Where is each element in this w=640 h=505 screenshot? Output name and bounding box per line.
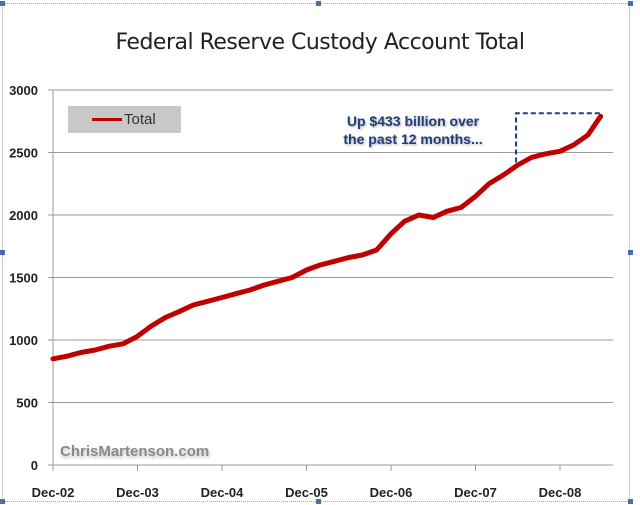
resize-handle-top-left[interactable]: [0, 1, 5, 6]
annotation-text: Up $433 billion over the past 12 months.…: [318, 112, 508, 148]
resize-handle-bottom-middle[interactable]: [316, 499, 321, 504]
y-tick-label: 0: [31, 458, 38, 473]
y-tick-label: 2000: [9, 208, 38, 223]
y-tick-label: 1500: [9, 271, 38, 286]
resize-handle-bottom-left[interactable]: [0, 499, 5, 504]
watermark: ChrisMartenson.com: [60, 443, 210, 460]
x-tick-label: Dec-04: [201, 485, 244, 500]
annotation-line-1: Up $433 billion over: [346, 113, 480, 129]
x-tick-label: Dec-07: [454, 485, 497, 500]
legend-label-total: Total: [124, 111, 156, 128]
chart-title: Federal Reserve Custody Account Total: [115, 30, 525, 55]
resize-handle-top-middle[interactable]: [316, 1, 321, 6]
y-tick-label: 3000: [9, 83, 38, 98]
y-tick-label: 1000: [9, 333, 38, 348]
x-tick-label: Dec-05: [285, 485, 328, 500]
legend[interactable]: Total: [68, 106, 181, 133]
annotation-dashed-bracket: [515, 112, 601, 163]
resize-handle-middle-left[interactable]: [0, 250, 5, 255]
resize-handle-bottom-right[interactable]: [628, 499, 633, 504]
x-tick-label: Dec-08: [539, 485, 582, 500]
x-tick-label: Dec-06: [370, 485, 413, 500]
x-tick-label: Dec-03: [116, 485, 159, 500]
resize-handle-middle-right[interactable]: [628, 250, 633, 255]
x-tick-label: Dec-02: [32, 485, 75, 500]
legend-line-swatch: [92, 118, 122, 121]
y-tick-label: 500: [16, 396, 38, 411]
resize-handle-top-right[interactable]: [628, 1, 633, 6]
y-tick-label: 2500: [9, 146, 38, 161]
annotation-line-2: the past 12 months...: [343, 131, 483, 147]
series-line-total: [50, 113, 604, 362]
